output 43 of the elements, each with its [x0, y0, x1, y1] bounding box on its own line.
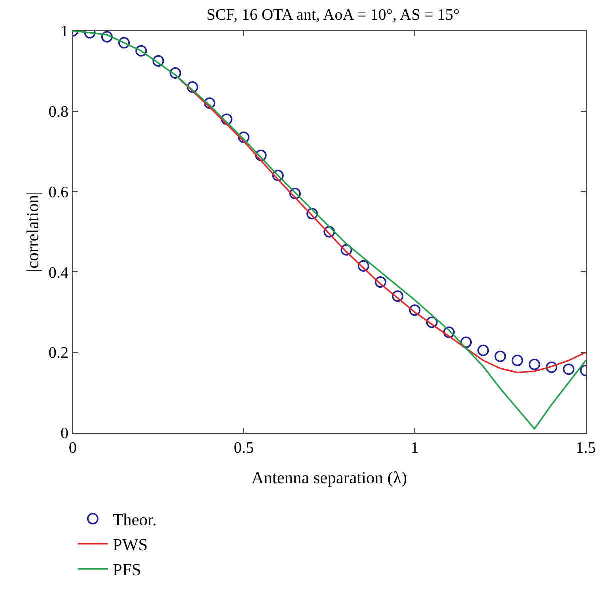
chart-title: SCF, 16 OTA ant, AoA = 10°, AS = 15° — [206, 7, 460, 24]
legend-label: Theor. — [113, 510, 157, 530]
y-tick-label: 0.4 — [48, 264, 69, 282]
point — [375, 276, 387, 288]
point — [563, 364, 575, 376]
point — [221, 114, 233, 126]
line-series — [73, 31, 586, 430]
point — [478, 344, 490, 356]
point — [238, 132, 250, 144]
y-tick-label: 1 — [60, 24, 69, 41]
x-tick-label: 0.5 — [234, 440, 254, 458]
point — [118, 37, 130, 49]
point — [494, 350, 506, 362]
point — [528, 358, 540, 370]
y-axis-title: |correlation| — [23, 192, 42, 272]
point — [340, 244, 352, 256]
point — [204, 98, 216, 110]
point — [324, 226, 336, 238]
point — [255, 150, 267, 162]
point — [101, 31, 113, 43]
x-tick-label: 1 — [411, 440, 419, 458]
point — [152, 55, 164, 67]
point — [426, 316, 438, 328]
point — [546, 362, 558, 374]
point — [409, 304, 421, 316]
point — [272, 170, 284, 182]
y-tick-label: 0.6 — [48, 184, 69, 202]
point — [306, 208, 318, 220]
x-axis-title: Antenna separation (λ) — [252, 468, 408, 488]
point — [512, 354, 524, 366]
point — [443, 326, 455, 338]
x-tick-label: 1.5 — [576, 440, 596, 458]
point — [290, 188, 302, 200]
point — [186, 82, 198, 94]
y-tick-label: 0.2 — [48, 345, 69, 362]
legend-label: PFS — [113, 560, 142, 580]
point — [358, 260, 370, 272]
point — [136, 45, 148, 57]
legend-label: PWS — [113, 536, 148, 555]
point — [170, 67, 182, 79]
point — [392, 290, 404, 302]
y-tick-label: 0.8 — [48, 104, 69, 121]
y-tick-label: 0 — [60, 426, 69, 443]
